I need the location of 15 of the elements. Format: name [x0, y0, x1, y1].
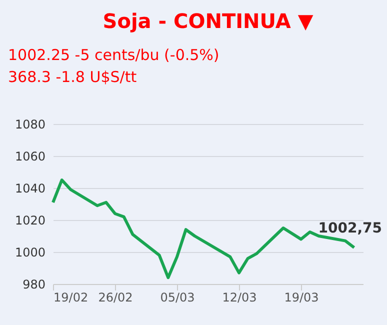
y-tick-label: 1080: [14, 118, 46, 132]
text: 368.3 -1.8 U$S/tt: [8, 68, 137, 86]
x-tick-label: 19/03: [284, 290, 319, 304]
chart-subtitle: 1002.25 -5 cents/bu (-0.5%): [8, 46, 220, 64]
chart-title: Soja - CONTINUA ▼: [102, 9, 314, 33]
x-tick-label: 05/03: [160, 290, 195, 304]
x-tick-label: 19/02: [54, 290, 88, 304]
y-tick-label: 1060: [14, 150, 46, 164]
annotation: 1002,75: [318, 220, 382, 237]
x-tick-label: 12/03: [222, 290, 257, 304]
x-tick-label: 26/02: [98, 290, 133, 304]
y-tick-label: 1020: [14, 214, 46, 228]
y-tick-label: 980: [22, 278, 46, 292]
y-tick-label: 1000: [14, 246, 46, 260]
y-tick-label: 1040: [14, 182, 46, 196]
